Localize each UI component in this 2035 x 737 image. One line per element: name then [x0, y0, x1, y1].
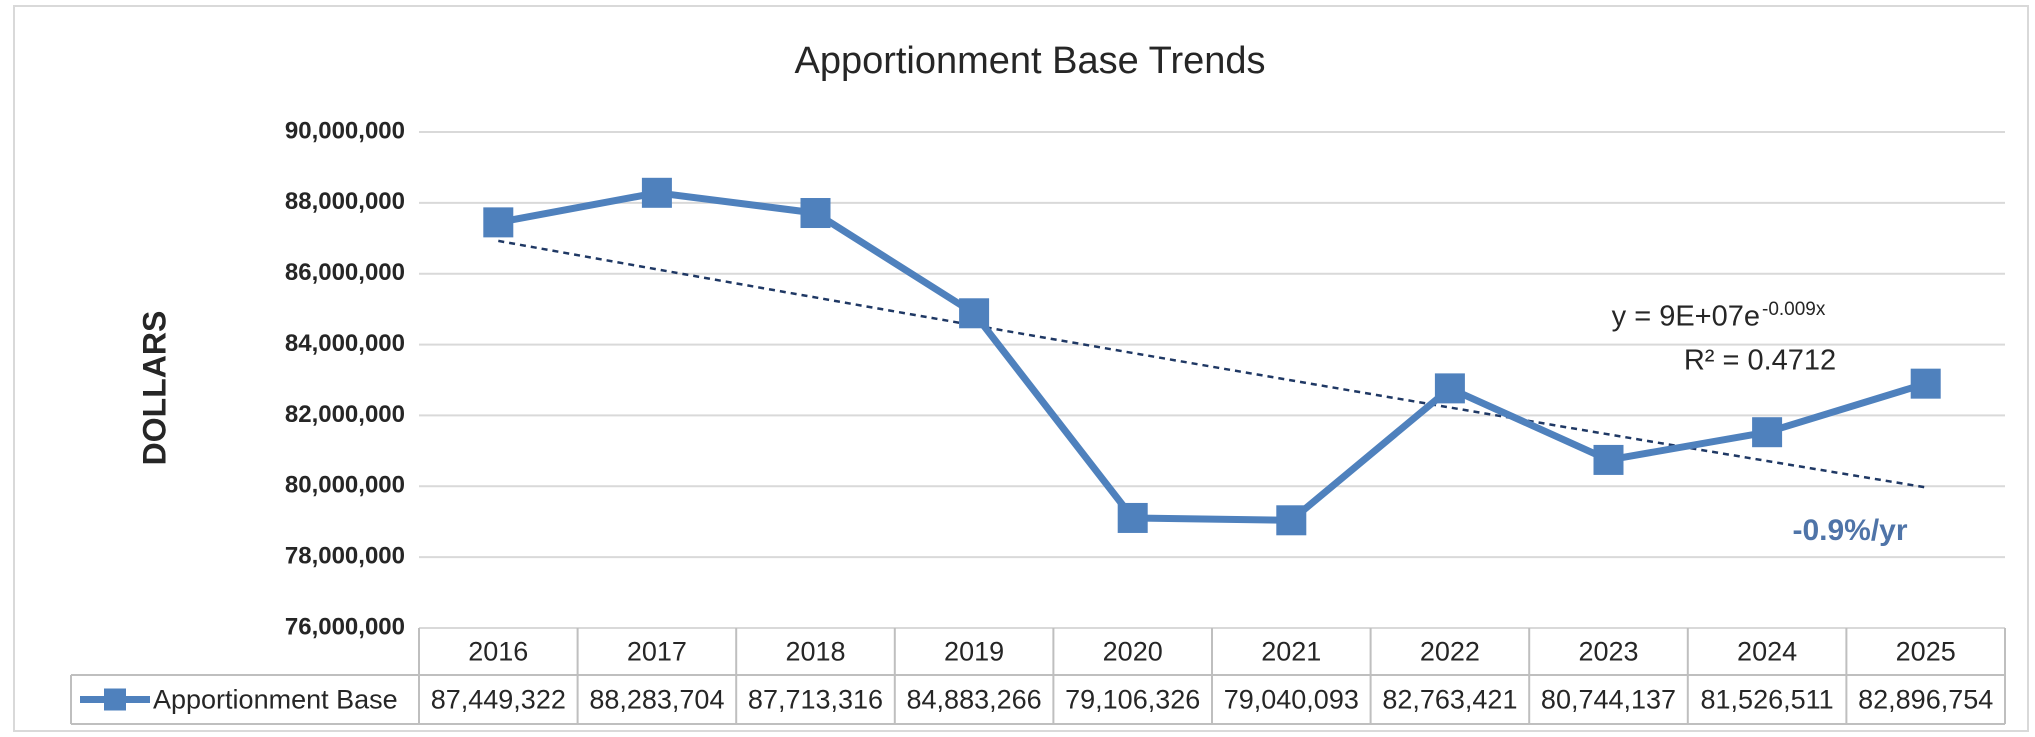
marker — [959, 298, 990, 329]
table-value: 87,713,316 — [748, 685, 883, 715]
table-value: 79,040,093 — [1224, 685, 1359, 715]
table-value: 81,526,511 — [1701, 685, 1834, 715]
marker — [1434, 373, 1465, 404]
y-tick-label: 88,000,000 — [285, 188, 405, 215]
marker — [1910, 368, 1941, 399]
legend-marker — [104, 688, 126, 711]
x-tick-label: 2019 — [944, 637, 1004, 667]
y-tick-label: 76,000,000 — [285, 613, 405, 640]
marker — [1752, 417, 1783, 448]
x-tick-label: 2024 — [1737, 637, 1797, 667]
growth-label: -0.9%/yr — [1792, 514, 1907, 547]
x-tick-label: 2021 — [1261, 637, 1321, 667]
legend-label: Apportionment Base — [153, 685, 398, 715]
r-squared: R² = 0.4712 — [1684, 345, 1836, 377]
series-line — [497, 189, 1927, 524]
y-tick-label: 84,000,000 — [285, 330, 405, 357]
x-tick-label: 2016 — [468, 637, 528, 667]
marker — [483, 207, 514, 238]
trendline-equation: y = 9E+07e — [1612, 301, 1760, 333]
chart-title: Apportionment Base Trends — [794, 40, 1265, 82]
marker — [1276, 505, 1307, 536]
y-axis-label: DOLLARS — [136, 311, 172, 466]
y-tick-label: 80,000,000 — [285, 472, 405, 499]
x-tick-label: 2018 — [785, 637, 845, 667]
y-tick-label: 86,000,000 — [285, 259, 405, 286]
y-tick-label: 78,000,000 — [285, 542, 405, 569]
x-tick-label: 2020 — [1103, 637, 1163, 667]
marker — [1593, 444, 1624, 475]
x-tick-label: 2022 — [1420, 637, 1480, 667]
marker — [641, 177, 672, 208]
x-tick-label: 2017 — [627, 637, 687, 667]
y-tick-label: 90,000,000 — [285, 117, 405, 144]
marker — [1117, 502, 1148, 533]
table-value: 84,883,266 — [907, 685, 1042, 715]
table-value: 82,763,421 — [1382, 685, 1517, 715]
marker — [800, 198, 831, 229]
table-value: 80,744,137 — [1541, 685, 1676, 715]
trendline-exponent: -0.009x — [1762, 299, 1826, 320]
x-tick-label: 2023 — [1578, 637, 1638, 667]
y-tick-label: 82,000,000 — [285, 401, 405, 428]
table-value: 88,283,704 — [589, 685, 724, 715]
table-value: 79,106,326 — [1065, 685, 1200, 715]
table-value: 87,449,322 — [431, 685, 566, 715]
x-tick-label: 2025 — [1896, 637, 1956, 667]
table-value: 82,896,754 — [1858, 685, 1993, 715]
